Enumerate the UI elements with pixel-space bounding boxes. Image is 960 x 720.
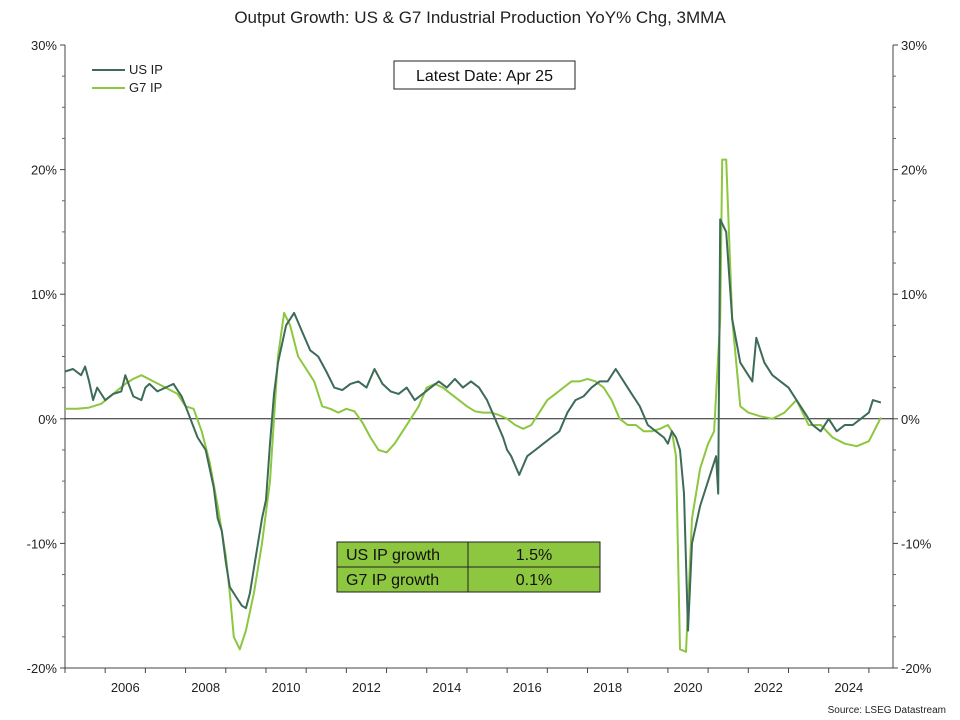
latest-date-annotation: Latest Date: Apr 25 [393, 60, 576, 90]
y-tick-label-right: -10% [901, 536, 932, 551]
x-tick-label: 2012 [352, 680, 381, 695]
chart-title: Output Growth: US & G7 Industrial Produc… [234, 8, 726, 27]
x-tick-label: 2016 [513, 680, 542, 695]
summary-table: US IP growth 1.5% G7 IP growth 0.1% [336, 541, 601, 593]
source-note: Source: LSEG Datastream [828, 705, 946, 716]
y-axis-right: 30% 20% 10% 0% -10% -20% [893, 38, 932, 676]
y-tick-label-left: 10% [31, 287, 57, 302]
y-tick-label-right: 10% [901, 287, 927, 302]
legend-label-us-ip: US IP [129, 62, 163, 77]
summary-row-label-us: US IP growth [346, 547, 440, 564]
x-axis: 2006 2008 2010 2012 2014 2016 2018 2020 2022 2024 [64, 668, 870, 695]
y-tick-label-left: 20% [31, 163, 57, 178]
x-tick-label: 2008 [191, 680, 220, 695]
series-line-us-ip [64, 218, 882, 632]
legend-label-g7-ip: G7 IP [129, 80, 162, 95]
y-tick-label-right: 20% [901, 163, 927, 178]
x-tick-label: 2024 [834, 680, 863, 695]
y-tick-label-left: 0% [38, 412, 57, 427]
y-tick-label-left: 30% [31, 38, 57, 53]
annotation-text: Latest Date: Apr 25 [416, 68, 553, 85]
y-tick-label-right: 30% [901, 38, 927, 53]
annotation-frame [393, 60, 576, 90]
y-axis-left: 30% 20% 10% 0% -10% -20% [27, 38, 65, 676]
summary-row-value-g7: 0.1% [516, 572, 552, 589]
summary-row-value-us: 1.5% [516, 547, 552, 564]
x-tick-label: 2022 [754, 680, 783, 695]
y-tick-label-left: -10% [27, 536, 58, 551]
legend: US IP G7 IP [92, 62, 163, 95]
x-tick-label: 2020 [674, 680, 703, 695]
y-tick-label-left: -20% [27, 661, 58, 676]
x-tick-label: 2014 [432, 680, 461, 695]
x-tick-label: 2018 [593, 680, 622, 695]
x-tick-label: 2006 [111, 680, 140, 695]
y-tick-label-right: -20% [901, 661, 932, 676]
x-tick-label: 2010 [272, 680, 301, 695]
y-tick-label-right: 0% [901, 412, 920, 427]
summary-row-label-g7: G7 IP growth [346, 572, 439, 589]
series-layer [64, 158, 882, 653]
